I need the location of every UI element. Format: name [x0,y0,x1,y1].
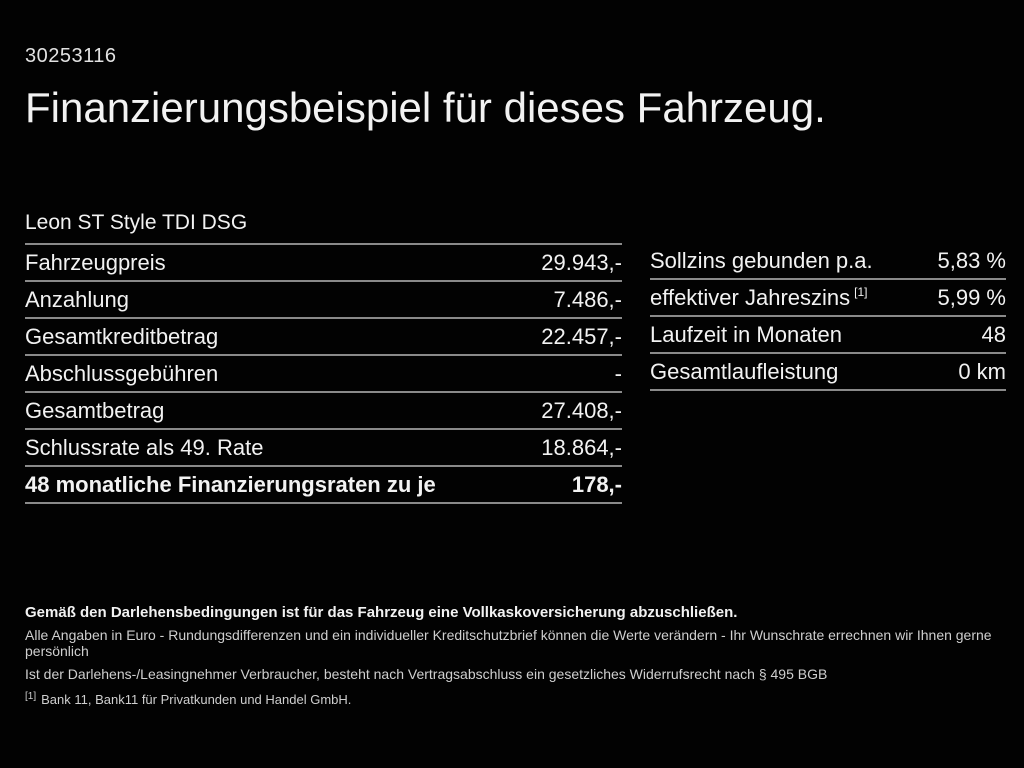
row-label: Anzahlung [25,287,129,313]
row-label-text: Abschlussgebühren [25,360,219,386]
table-row: Schlussrate als 49. Rate 18.864,- [25,430,622,467]
row-value: 7.486,- [553,286,623,312]
table-row: Abschlussgebühren - [25,356,622,393]
row-label-text: Gesamtbetrag [25,397,165,423]
row-label: Laufzeit in Monaten [650,322,842,348]
table-row: Anzahlung 7.486,- [25,282,622,319]
row-value: 27.408,- [541,397,622,423]
table-row: Laufzeit in Monaten 48 [650,317,1006,354]
row-label: Schlussrate als 49. Rate [25,435,263,461]
row-label-text: Sollzins gebunden p.a. [650,247,873,273]
row-value: 29.943,- [541,249,622,275]
row-label: Gesamtkreditbetrag [25,324,218,350]
bank-footnote: [1] Bank 11, Bank11 für Privatkunden und … [25,690,1010,707]
row-label-text: Gesamtlaufleistung [650,358,839,384]
table-row: Gesamtkreditbetrag 22.457,- [25,319,622,356]
finance-table: Fahrzeugpreis 29.943,- Anzahlung 7.486,- Ges… [25,243,622,504]
page-title: Finanzierungsbeispiel für dieses Fahrzeu… [25,84,826,131]
row-label-text: Laufzeit in Monaten [650,321,843,347]
row-label: Gesamtlaufleistung [650,359,838,385]
insurance-note: Gemäß den Darlehensbedingungen ist für d… [25,604,738,621]
footnote-marker: [1] [25,690,37,702]
listing-id: 30253116 [25,45,117,67]
table-row: Fahrzeugpreis 29.943,- [25,245,622,282]
row-label: Fahrzeugpreis [25,250,166,276]
row-value: 48 [981,321,1006,347]
row-value: 18.864,- [541,434,622,460]
footnote-marker: [1] [854,285,868,300]
table-row: Sollzins gebunden p.a. 5,83 % [650,243,1006,280]
row-label: 48 monatliche Finanzierungsraten zu je [25,472,436,498]
conditions-table: Sollzins gebunden p.a. 5,83 % effektiver J… [650,243,1006,391]
vehicle-name: Leon ST Style TDI DSG [25,211,248,234]
row-label: effektiver Jahreszins [1] [650,285,867,311]
row-value: 0 km [958,358,1006,384]
row-value: 5,83 % [937,247,1007,273]
row-label: Abschlussgebühren [25,361,218,387]
disclaimer-line-1: Alle Angaben in Euro - Rundungsdifferenz… [25,627,992,659]
table-row: Gesamtbetrag 27.408,- [25,393,622,430]
legal-footer: Gemäß den Darlehensbedingungen ist für d… [25,604,1010,707]
disclaimer-line-2: Ist der Darlehens-/Leasingnehmer Verbrau… [25,666,828,682]
table-row: 48 monatliche Finanzierungsraten zu je 17… [25,467,622,504]
row-value: 178,- [571,471,622,497]
row-label-text: 48 monatliche Finanzierungsraten zu je [25,471,436,497]
row-label-text: Fahrzeugpreis [25,249,166,275]
row-value: - [614,360,622,386]
row-label-text: Gesamtkreditbetrag [25,323,219,349]
row-label-text: Anzahlung [25,286,129,312]
table-row: effektiver Jahreszins [1] 5,99 % [650,280,1006,317]
row-label: Gesamtbetrag [25,398,164,424]
row-value: 5,99 % [937,284,1007,310]
row-value: 22.457,- [541,323,622,349]
row-label: Sollzins gebunden p.a. [650,248,873,274]
row-label-text: effektiver Jahreszins [650,284,851,310]
table-row: Gesamtlaufleistung 0 km [650,354,1006,391]
row-label-text: Schlussrate als 49. Rate [25,434,264,460]
footnote-text: Bank 11, Bank11 für Privatkunden und Han… [41,692,352,707]
